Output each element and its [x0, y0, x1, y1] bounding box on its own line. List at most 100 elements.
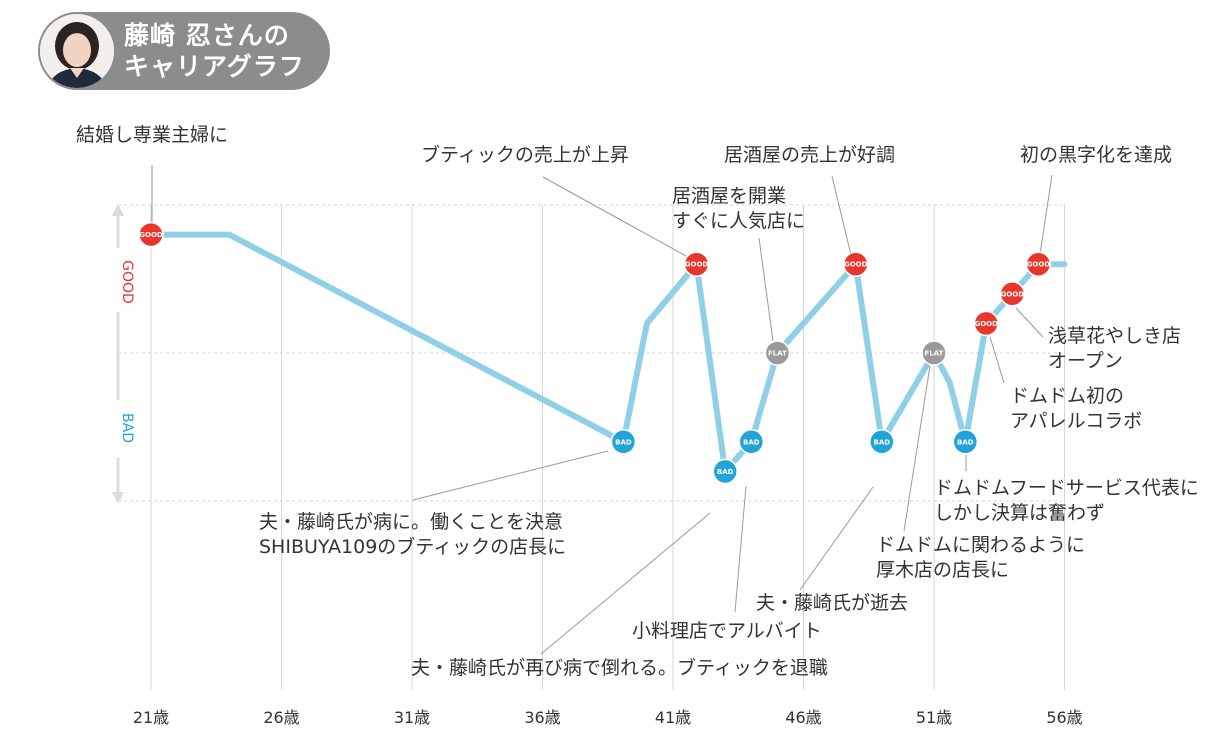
marker-dot-4 — [738, 429, 765, 455]
marker-label-9: BAD — [957, 438, 974, 446]
annotation-1-line-0: ブティックの売上が上昇 — [421, 143, 629, 166]
title-line-1: 藤崎 忍さんの — [124, 21, 290, 50]
marker-dot-0 — [138, 221, 164, 248]
marker-good-12: GOOD — [1025, 251, 1052, 277]
marker-dot-3 — [712, 458, 738, 485]
annotation-6-line-0: ドムドム初の — [1010, 385, 1124, 407]
annotation-8-line-0: ドムドムに関わるように — [876, 534, 1085, 556]
marker-dot-8 — [921, 340, 947, 366]
annotation-12: 夫・藤崎氏が病に。働くことを決意 SHIBUYA109のブティックの店長に — [259, 511, 566, 558]
annotation-11-line-0: 夫・藤崎氏が再び病で倒れる。ブティックを退職 — [411, 656, 828, 679]
leader-line-12 — [412, 450, 609, 501]
annotation-2-line-1: すぐに人気店に — [672, 210, 805, 232]
annotation-3-line-0: 居酒屋の売上が好調 — [724, 144, 895, 166]
marker-bad-4: BAD — [738, 429, 765, 455]
annotation-8-line-1: 厚木店の店長に — [876, 559, 1009, 581]
marker-dot-10 — [973, 310, 999, 337]
annotation-9: 夫・藤崎氏が逝去 — [756, 592, 908, 614]
marker-label-0: GOOD — [139, 231, 163, 239]
marker-label-12: GOOD — [1027, 261, 1051, 269]
annotation-9-line-0: 夫・藤崎氏が逝去 — [756, 592, 908, 614]
y-axis-arrow-down — [112, 492, 124, 504]
leader-line-8 — [903, 365, 931, 532]
grid — [118, 204, 1065, 690]
annotation-12-line-0: 夫・藤崎氏が病に。働くことを決意 — [259, 511, 563, 533]
x-tick-label-7: 56歳 — [1046, 708, 1082, 727]
marker-bad-7: BAD — [869, 429, 895, 455]
leader-line-3 — [831, 175, 852, 256]
marker-dot-9 — [952, 429, 979, 455]
leader-line-2 — [758, 237, 774, 342]
x-tick-label-2: 31歳 — [394, 708, 430, 727]
x-tick-label-4: 41歳 — [655, 708, 691, 727]
marker-label-8: FLAT — [925, 350, 944, 358]
marker-label-6: GOOD — [844, 261, 868, 269]
marker-good-6: GOOD — [842, 251, 869, 277]
page-title: 藤崎 忍さんの キャリアグラフ — [124, 20, 305, 82]
x-tick-label-5: 46歳 — [785, 708, 821, 727]
leader-line-4 — [1039, 174, 1053, 255]
annotation-7: ドムドムフードサービス代表にしかし決算は奮わず — [934, 477, 1199, 524]
annotation-11: 夫・藤崎氏が再び病で倒れる。ブティックを退職 — [411, 656, 828, 679]
marker-good-10: GOOD — [973, 310, 999, 337]
marker-label-2: GOOD — [685, 261, 709, 269]
marker-dot-1 — [610, 429, 637, 455]
marker-label-4: BAD — [743, 438, 760, 446]
annotation-8: ドムドムに関わるように厚木店の店長に — [876, 534, 1085, 581]
annotation-4: 初の黒字化を達成 — [1020, 144, 1172, 166]
marker-bad-3: BAD — [712, 458, 738, 485]
marker-label-3: BAD — [717, 468, 734, 476]
annotation-6-line-1: アパレルコラボ — [1010, 410, 1142, 432]
marker-flat-5: FLAT — [764, 340, 791, 366]
marker-bad-1: BAD — [610, 429, 637, 455]
marker-flat-8: FLAT — [921, 340, 947, 366]
leader-line-11 — [540, 512, 711, 655]
annotation-12-line-1: SHIBUYA109のブティックの店長に — [259, 535, 566, 558]
marker-good-11: GOOD — [999, 281, 1026, 307]
x-tick-label-1: 26歳 — [263, 708, 299, 727]
title-line-2: キャリアグラフ — [124, 52, 305, 81]
markers: GOOD BAD GOOD BAD BAD FLAT GOOD BAD FLAT BAD GOOD G… — [138, 221, 1052, 485]
x-axis-ticks: 21歳 26歳 31歳 36歳 41歳 46歳 51歳 56歳 — [133, 708, 1083, 727]
annotation-2: 居酒屋を開業すぐに人気店に — [672, 185, 805, 232]
leader-line-10 — [734, 485, 747, 613]
annotation-1: ブティックの売上が上昇 — [421, 143, 629, 166]
annotation-5-line-0: 浅草花やしき店 — [1048, 325, 1181, 347]
marker-label-7: BAD — [874, 438, 891, 446]
leader-lines — [151, 165, 1053, 655]
marker-dot-12 — [1025, 251, 1052, 277]
annotation-5-line-1: オープン — [1048, 350, 1123, 372]
leader-line-6 — [989, 336, 1005, 384]
x-tick-label-0: 21歳 — [133, 708, 169, 727]
leader-line-9 — [799, 486, 874, 591]
x-tick-label-3: 36歳 — [524, 708, 560, 727]
y-label-bad: BAD — [119, 413, 135, 443]
leader-line-5 — [1015, 307, 1044, 338]
x-tick-label-6: 51歳 — [916, 708, 952, 727]
avatar — [40, 14, 114, 88]
marker-bad-9: BAD — [952, 429, 979, 455]
marker-dot-2 — [683, 251, 710, 277]
annotation-7-line-1: しかし決算は奮わず — [934, 502, 1105, 524]
leader-line-1 — [542, 176, 687, 257]
annotation-10: 小料理店でアルバイト — [632, 620, 822, 642]
y-label-good: GOOD — [119, 260, 135, 304]
annotation-0: 結婚し専業主婦に — [76, 124, 228, 146]
marker-dot-5 — [764, 340, 791, 366]
annotation-7-line-0: ドムドムフードサービス代表に — [934, 477, 1199, 499]
annotation-6: ドムドム初のアパレルコラボ — [1010, 385, 1142, 432]
marker-dot-6 — [842, 251, 869, 277]
marker-dot-7 — [869, 429, 895, 455]
marker-good-0: GOOD — [138, 221, 164, 248]
marker-label-1: BAD — [615, 438, 632, 446]
marker-good-2: GOOD — [683, 251, 710, 277]
marker-label-11: GOOD — [1001, 290, 1025, 298]
y-axis-arrow-up — [112, 204, 124, 216]
annotation-2-line-0: 居酒屋を開業 — [672, 185, 786, 207]
marker-dot-11 — [999, 281, 1026, 307]
marker-label-5: FLAT — [768, 350, 787, 358]
y-axis: GOOD BAD — [112, 204, 135, 504]
annotation-3: 居酒屋の売上が好調 — [724, 144, 895, 166]
